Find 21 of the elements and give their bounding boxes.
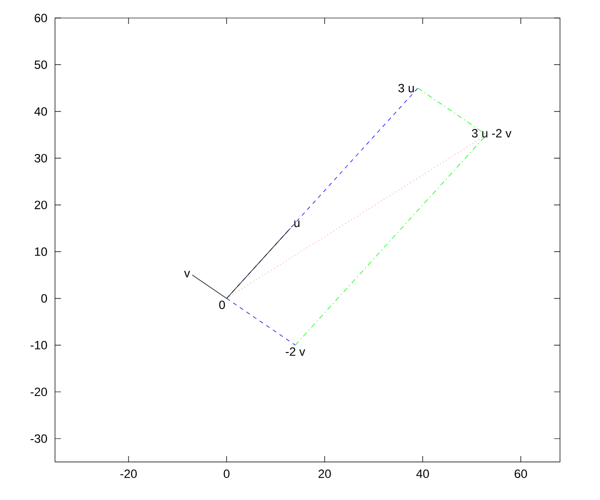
y-tick-label: 20: [34, 200, 48, 210]
annotation: 0: [219, 300, 225, 310]
annotation: v: [184, 270, 190, 278]
annotation: 3 u: [398, 84, 414, 92]
y-tick-label: 30: [34, 154, 48, 162]
x-tick-label: 60: [514, 470, 527, 478]
y-tick-label: -30: [30, 434, 48, 443]
x-tick-label: 20: [318, 470, 331, 478]
annotation: u: [294, 220, 300, 228]
annotation: -2 v: [286, 347, 306, 356]
y-tick-label: -20: [30, 388, 48, 396]
y-tick-label: 50: [34, 60, 48, 69]
y-tick-label: 0: [41, 294, 48, 303]
annotation: 3 u -2 v: [472, 129, 512, 138]
x-tick-label: -20: [120, 470, 137, 478]
x-tick-label: 40: [416, 470, 429, 478]
x-tick-label: 0: [224, 470, 230, 478]
y-tick-label: -10: [30, 340, 48, 350]
y-tick-label: 10: [35, 247, 48, 256]
y-tick-label: 60: [34, 14, 48, 22]
y-tick-label: 40: [34, 107, 48, 116]
